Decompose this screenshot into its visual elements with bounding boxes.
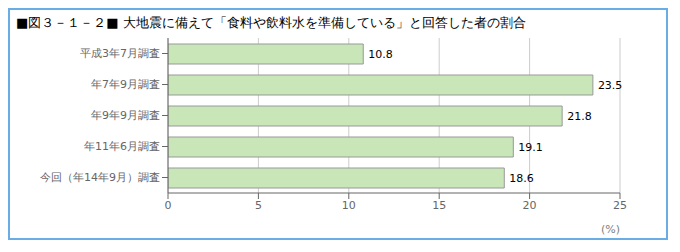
svg-text:(%): (%) — [601, 223, 620, 236]
svg-text:5: 5 — [255, 199, 262, 212]
svg-text:年7年9月調査: 年7年9月調査 — [91, 78, 160, 91]
svg-text:15: 15 — [432, 199, 446, 212]
svg-text:平成3年7月調査: 平成3年7月調査 — [80, 47, 160, 60]
svg-text:今回（年14年9月）調査: 今回（年14年9月）調査 — [40, 171, 160, 184]
svg-text:10: 10 — [342, 199, 356, 212]
svg-text:21.8: 21.8 — [567, 110, 592, 123]
svg-text:23.5: 23.5 — [598, 79, 623, 92]
svg-text:0: 0 — [165, 199, 172, 212]
html-text:■図３－１－２■ 大地震に備えて「食料や飲料水を準備している: ■図３－１－２■ 大地震に備えて「食料や飲料水を準備している」と回答した者の割合 — [16, 15, 526, 30]
svg-text:10.8: 10.8 — [368, 48, 393, 61]
svg-text:年9年9月調査: 年9年9月調査 — [91, 109, 160, 122]
svg-text:20: 20 — [523, 199, 537, 212]
svg-text:19.1: 19.1 — [518, 141, 543, 154]
svg-text:18.6: 18.6 — [509, 172, 533, 185]
svg-text:25: 25 — [613, 199, 627, 212]
svg-text:年11年6月調査: 年11年6月調査 — [84, 140, 160, 153]
